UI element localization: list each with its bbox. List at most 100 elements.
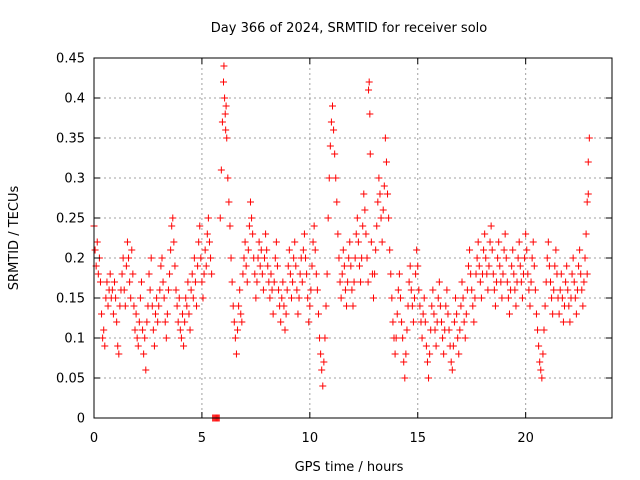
data-point	[335, 254, 343, 262]
data-point	[295, 294, 303, 302]
data-point	[566, 318, 574, 326]
data-point	[548, 294, 556, 302]
data-point	[362, 230, 370, 238]
data-point	[186, 326, 194, 334]
data-point	[539, 350, 547, 358]
data-point	[375, 174, 383, 182]
data-point	[222, 102, 230, 110]
data-point	[304, 294, 312, 302]
data-point	[300, 230, 308, 238]
data-point	[541, 302, 549, 310]
data-point	[324, 214, 332, 222]
data-point	[320, 358, 328, 366]
data-point	[338, 270, 346, 278]
data-point	[267, 270, 275, 278]
data-point	[236, 286, 244, 294]
data-point	[161, 318, 169, 326]
data-point	[378, 238, 386, 246]
data-point	[469, 302, 477, 310]
data-point	[216, 214, 224, 222]
data-point	[157, 262, 165, 270]
data-point	[530, 262, 538, 270]
data-point	[248, 214, 256, 222]
data-point	[351, 254, 359, 262]
data-point	[412, 270, 420, 278]
data-point	[365, 78, 373, 86]
data-point	[202, 262, 210, 270]
data-point	[171, 262, 179, 270]
data-point	[330, 126, 338, 134]
y-tick-label: 0.1	[64, 332, 85, 347]
data-point	[126, 278, 134, 286]
data-point	[490, 286, 498, 294]
data-point	[235, 302, 243, 310]
data-point	[439, 334, 447, 342]
data-point	[550, 286, 558, 294]
data-point	[125, 254, 133, 262]
data-point	[568, 270, 576, 278]
data-point	[259, 286, 267, 294]
data-point	[453, 310, 461, 318]
data-point	[325, 174, 333, 182]
data-point	[225, 198, 233, 206]
data-point	[584, 158, 592, 166]
data-point	[483, 270, 491, 278]
x-tick-label: 0	[90, 431, 98, 446]
data-point	[303, 270, 311, 278]
data-point	[526, 302, 534, 310]
data-point	[167, 246, 175, 254]
data-point	[523, 246, 531, 254]
data-point	[584, 190, 592, 198]
data-point	[514, 254, 522, 262]
x-tick-label: 15	[409, 431, 426, 446]
data-point	[432, 342, 440, 350]
data-point	[205, 238, 213, 246]
data-point	[309, 238, 317, 246]
data-point	[136, 294, 144, 302]
data-point	[182, 294, 190, 302]
data-point	[336, 278, 344, 286]
data-point	[509, 246, 517, 254]
data-point	[294, 310, 302, 318]
data-point	[285, 246, 293, 254]
data-point	[241, 238, 249, 246]
data-point	[564, 286, 572, 294]
data-point	[99, 334, 107, 342]
data-point	[457, 302, 465, 310]
data-point	[140, 350, 148, 358]
data-point	[353, 214, 361, 222]
data-point	[284, 262, 292, 270]
data-point	[131, 326, 139, 334]
data-point	[571, 294, 579, 302]
data-point	[244, 246, 252, 254]
data-point	[400, 358, 408, 366]
data-point	[337, 294, 345, 302]
data-point	[442, 302, 450, 310]
data-point	[286, 270, 294, 278]
data-point	[256, 262, 264, 270]
data-point	[332, 174, 340, 182]
data-point	[371, 270, 379, 278]
data-point	[572, 310, 580, 318]
data-point	[162, 334, 170, 342]
data-point	[422, 342, 430, 350]
data-point	[430, 310, 438, 318]
data-point	[313, 286, 321, 294]
data-point	[296, 270, 304, 278]
data-point	[343, 302, 351, 310]
data-point	[164, 286, 172, 294]
data-point	[152, 310, 160, 318]
data-point	[275, 286, 283, 294]
data-point	[348, 286, 356, 294]
data-point	[373, 222, 381, 230]
data-point	[333, 198, 341, 206]
data-point	[525, 286, 533, 294]
data-point	[496, 262, 504, 270]
grid-layer	[94, 58, 612, 418]
data-point	[111, 278, 119, 286]
data-point	[243, 278, 251, 286]
data-point	[583, 198, 591, 206]
data-point	[374, 198, 382, 206]
data-point	[187, 286, 195, 294]
data-point	[414, 262, 422, 270]
